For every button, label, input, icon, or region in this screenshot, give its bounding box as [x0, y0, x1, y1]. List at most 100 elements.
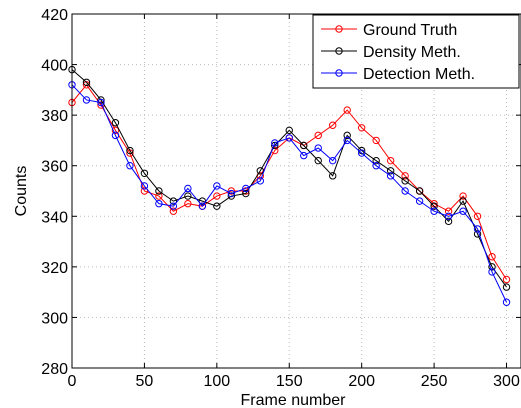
- legend-marker: [335, 25, 343, 33]
- data-point: [82, 81, 91, 89]
- data-point: [285, 126, 293, 135]
- x-tick-label: 200: [348, 373, 375, 390]
- data-point: [357, 149, 366, 157]
- axis-ticks: 0 50 100 150 200 250 300 280 300 320 340 360 380 400 4…: [41, 7, 521, 390]
- data-point: [169, 207, 178, 215]
- data-point: [502, 283, 511, 291]
- data-point: [372, 156, 380, 165]
- data-point: [126, 146, 134, 155]
- data-point: [242, 189, 250, 198]
- y-tick-label: 340: [41, 209, 68, 226]
- data-point: [227, 192, 236, 200]
- legend-label: Ground Truth: [363, 22, 457, 39]
- data-point: [140, 169, 149, 178]
- data-point: [502, 275, 511, 284]
- data-point: [343, 136, 351, 145]
- data-point: [386, 156, 395, 165]
- legend-label: Density Meth.: [363, 44, 461, 61]
- y-tick-label: 280: [41, 361, 68, 378]
- data-point: [372, 136, 380, 145]
- data-point: [357, 124, 366, 132]
- legend-item: Density Meth.: [321, 44, 461, 61]
- data-point: [213, 202, 221, 210]
- data-point: [227, 187, 236, 195]
- data-point: [111, 119, 120, 127]
- data-point: [401, 172, 409, 180]
- data-point: [372, 162, 380, 170]
- data-point: [401, 187, 409, 195]
- data-point: [300, 141, 308, 150]
- y-tick-label: 360: [41, 159, 68, 176]
- y-tick-label: 300: [41, 310, 68, 327]
- plot-frame: [71, 13, 521, 369]
- data-point: [155, 199, 163, 208]
- data-point: [242, 184, 250, 193]
- legend-marker: [335, 69, 343, 77]
- data-point: [198, 202, 207, 210]
- data-point: [242, 187, 250, 195]
- data-point: [169, 202, 178, 210]
- data-point: [415, 197, 424, 205]
- data-point: [213, 192, 221, 200]
- y-tick-label: 380: [41, 108, 68, 125]
- data-point: [415, 187, 424, 195]
- data-point: [82, 96, 91, 104]
- data-point: [329, 121, 337, 129]
- data-point: [488, 253, 496, 261]
- legend-item: Detection Meth.: [321, 66, 475, 83]
- data-point: [271, 141, 279, 150]
- series-line: [71, 84, 507, 303]
- y-tick-label: 320: [41, 260, 68, 277]
- data-point: [256, 167, 264, 175]
- x-tick-label: 50: [136, 373, 154, 390]
- x-tick-label: 0: [68, 373, 77, 390]
- legend: Ground Truth Density Meth. Detection Meth.: [312, 14, 520, 89]
- data-point: [488, 263, 496, 271]
- data-point: [386, 172, 395, 180]
- x-tick-label: 300: [493, 373, 520, 390]
- x-tick-label: 100: [203, 373, 230, 390]
- legend-label: Detection Meth.: [363, 66, 475, 83]
- data-point: [184, 192, 192, 200]
- x-axis-label: Frame number: [241, 392, 347, 408]
- data-point: [184, 199, 192, 208]
- data-point: [97, 98, 105, 107]
- data-point: [473, 230, 482, 238]
- data-point: [401, 177, 409, 185]
- data-point: [314, 131, 322, 140]
- legend-marker: [335, 47, 343, 55]
- y-tick-label: 420: [41, 7, 68, 24]
- data-point: [300, 151, 308, 160]
- data-point: [343, 131, 351, 140]
- data-point: [314, 156, 322, 165]
- series-group: [68, 65, 511, 306]
- y-tick-label: 400: [41, 58, 68, 75]
- data-point: [184, 184, 192, 193]
- data-point: [155, 192, 163, 200]
- data-point: [256, 177, 264, 185]
- data-point: [430, 207, 438, 215]
- data-point: [329, 156, 337, 165]
- data-point: [140, 182, 149, 190]
- data-point: [111, 126, 120, 135]
- data-point: [502, 298, 511, 306]
- data-point: [126, 162, 134, 170]
- x-tick-label: 250: [421, 373, 448, 390]
- data-point: [314, 144, 322, 152]
- data-point: [111, 131, 120, 140]
- series-line: [71, 69, 507, 288]
- legend-item: Ground Truth: [321, 22, 457, 39]
- series-density-meth: [68, 65, 511, 291]
- data-point: [444, 207, 453, 215]
- y-axis-label: Counts: [13, 166, 30, 217]
- data-point: [213, 182, 221, 190]
- data-point: [285, 134, 293, 142]
- data-point: [329, 172, 337, 180]
- data-point: [459, 197, 467, 205]
- data-point: [444, 212, 453, 220]
- data-point: [227, 189, 236, 198]
- data-point: [271, 139, 279, 147]
- data-point: [155, 187, 163, 195]
- data-point: [430, 202, 438, 210]
